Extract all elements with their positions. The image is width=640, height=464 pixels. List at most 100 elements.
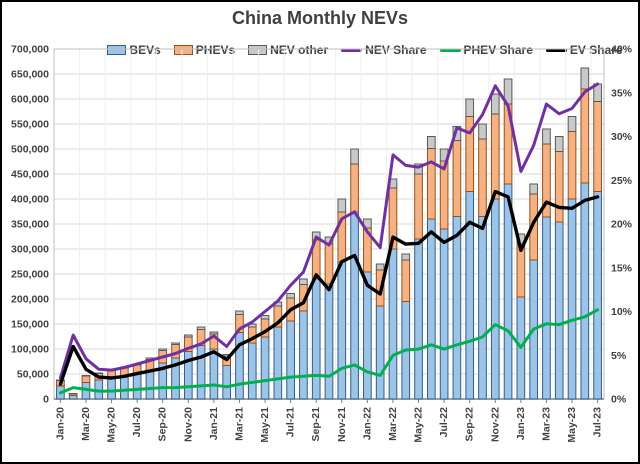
left-axis-tick-label: 550,000 (11, 119, 49, 131)
stacked-bars (56, 67, 602, 400)
nev-other-bar-segment (375, 263, 385, 271)
right-axis-tick-label: 25% (611, 175, 633, 187)
legend-label: PHEVs (195, 43, 236, 57)
nev-other-bar-segment (554, 136, 564, 152)
bev-bar-segment (299, 310, 308, 400)
nev-share-line (58, 82, 600, 380)
x-axis-tick-label: Mar-21 (233, 407, 245, 441)
right-axis-tick-label: 30% (611, 131, 633, 143)
bev-bar-segment (120, 375, 129, 400)
x-axis-tick-label: May-20 (106, 407, 118, 443)
nev-other-bar-segment (350, 148, 359, 165)
x-axis-tick-label: Sep-20 (157, 407, 169, 442)
legend-line-swatch (341, 48, 363, 52)
legend-label: PHEV Share (463, 43, 533, 57)
phev-bar-segment (414, 173, 423, 240)
bev-bar-segment (324, 283, 334, 400)
left-axis-tick-label: 250,000 (11, 269, 49, 281)
x-axis-tick-label: Nov-21 (336, 407, 348, 442)
bev-bar-segment (567, 198, 577, 400)
legend-bar-swatch (173, 45, 193, 55)
x-axis-tick-label: Jul-21 (285, 407, 297, 438)
phev-bar-segment (439, 160, 449, 230)
phev-bar-segment (580, 88, 590, 184)
phev-bar-segment (567, 131, 577, 200)
left-axis-tick-label: 700,000 (11, 44, 49, 56)
phev-bar-segment (490, 113, 500, 200)
phev-bar-segment (350, 163, 359, 213)
bev-bar-segment (132, 373, 142, 400)
left-axis-tick-label: 500,000 (11, 144, 49, 156)
x-axis-tick-label: Nov-22 (489, 407, 501, 442)
x-axis-tick-label: Jan-21 (208, 407, 220, 440)
right-axis-tick-label: 5% (611, 350, 627, 362)
bev-bar-segment (554, 221, 564, 400)
phev-bar-segment (452, 140, 462, 217)
nev-other-bar-segment (414, 163, 423, 175)
left-axis-tick-label: 350,000 (11, 219, 49, 231)
nev-other-bar-segment (171, 342, 180, 345)
nev-other-bar-segment (567, 116, 577, 132)
left-axis-tick-label: 50,000 (17, 369, 49, 381)
bev-bar-segment (503, 183, 513, 400)
legend-item-phev-share: PHEV Share (439, 43, 533, 57)
nev-other-bar-segment (580, 67, 590, 90)
x-axis-tick-label: Mar-22 (387, 407, 399, 441)
nev-other-bar-segment (196, 326, 206, 330)
x-axis-tick-label: Jul-20 (131, 407, 143, 438)
left-axis-tick-label: 600,000 (11, 94, 49, 106)
x-axis-tick-label: Mar-23 (540, 407, 552, 441)
bev-bar-segment (452, 216, 462, 400)
bev-bar-segment (580, 182, 590, 400)
x-axis-tick-label: Jan-22 (361, 407, 373, 440)
nev-other-bar-segment (465, 98, 475, 117)
bev-bar-segment (426, 218, 436, 400)
nev-other-bar-segment (529, 183, 538, 195)
left-axis-tick-label: 300,000 (11, 244, 49, 256)
x-axis-tick-label: May-21 (259, 407, 271, 443)
left-axis-tick-label: 100,000 (11, 344, 49, 356)
legend-item-nev-share: NEV Share (341, 43, 427, 57)
bev-bar-segment (593, 191, 602, 400)
bev-bar-segment (145, 369, 155, 400)
bev-bar-segment (337, 261, 347, 400)
nev-other-bar-segment (426, 136, 436, 149)
phev-bar-segment (401, 259, 411, 302)
bev-bar-segment (375, 305, 385, 400)
bev-bar-segment (350, 211, 359, 400)
legend-label: NEV Share (365, 43, 427, 57)
x-axis-tick-label: Jul-22 (438, 407, 450, 438)
right-axis-tick-label: 15% (611, 262, 633, 274)
right-axis-tick-label: 10% (611, 306, 633, 318)
nev-other-bar-segment (299, 278, 308, 285)
nev-other-bar-segment (68, 393, 78, 395)
left-axis-tick-label: 650,000 (11, 69, 49, 81)
x-axis-tick-label: Nov-20 (182, 407, 194, 442)
x-axis-tick-label: Mar-20 (80, 407, 92, 441)
nev-other-bar-segment (490, 93, 500, 115)
x-axis-tick-label: May-23 (566, 407, 578, 443)
ev-share-line (58, 189, 600, 386)
right-axis-tick-label: 40% (611, 44, 633, 56)
nev-other-bar-segment (94, 372, 104, 374)
nev-other-bar-segment (401, 253, 411, 261)
x-axis-tick-label: Jan-20 (54, 407, 66, 440)
nev-other-bar-segment (158, 348, 168, 351)
bev-bar-segment (414, 238, 423, 400)
right-axis-tick-label: 35% (611, 87, 633, 99)
nev-other-bar-segment (81, 375, 91, 377)
nev-other-bar-segment (209, 331, 219, 335)
bev-bar-segment (107, 377, 116, 400)
bev-bar-segment (439, 228, 449, 400)
legend-bar-swatch (107, 45, 127, 55)
bev-bar-segment (247, 342, 257, 400)
legend-item-bevs: BEVs (107, 43, 161, 57)
legend-item-ev-share: EV Share (545, 43, 623, 57)
phev-bar-segment (426, 148, 436, 220)
bev-bar-segment (363, 271, 372, 400)
phev-share-line (58, 308, 600, 395)
bev-bar-segment (490, 198, 500, 400)
chart-title: China Monthly NEVs (231, 8, 408, 28)
nev-other-bar-segment (260, 315, 270, 320)
